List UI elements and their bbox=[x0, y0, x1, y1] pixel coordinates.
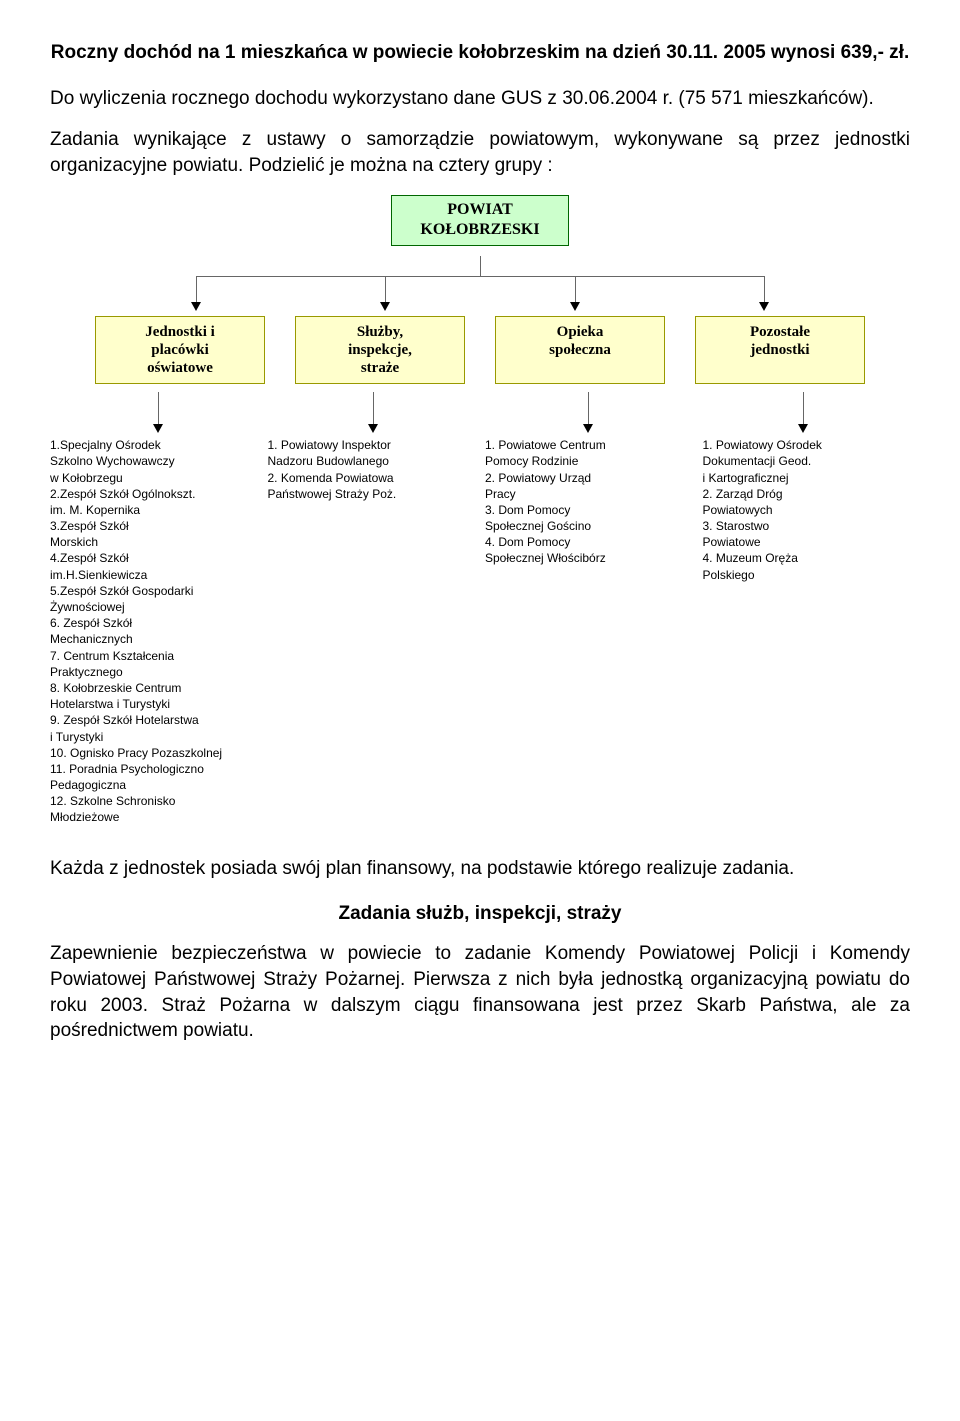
list-item: 4. Muzeum Oręża Polskiego bbox=[703, 550, 911, 582]
list-item: 4.Zespół Szkół im.H.Sienkiewicza bbox=[50, 550, 258, 582]
list-item: 10. Ognisko Pracy Pozaszkolnej bbox=[50, 745, 258, 761]
list-item: 7. Centrum Kształcenia Praktycznego bbox=[50, 648, 258, 680]
list-item: 4. Dom Pomocy Społecznej Włościbórz bbox=[485, 534, 693, 566]
list-item: 3. Starostwo Powiatowe bbox=[703, 518, 911, 550]
paragraph-3: Każda z jednostek posiada swój plan fina… bbox=[50, 856, 910, 882]
list-item: 5.Zespół Szkół Gospodarki Żywnościowej bbox=[50, 583, 258, 615]
list-column-3: 1. Powiatowe Centrum Pomocy Rodzinie2. P… bbox=[485, 437, 693, 826]
list-item: 1.Specjalny Ośrodek Szkolno Wychowawczy … bbox=[50, 437, 258, 486]
org-diagram: POWIAT KOŁOBRZESKI Jednostki i placówki … bbox=[50, 195, 910, 826]
diagram-connectors-top bbox=[50, 256, 910, 316]
list-item: 2. Zarząd Dróg Powiatowych bbox=[703, 486, 911, 518]
paragraph-2: Zadania wynikające z ustawy o samorządzi… bbox=[50, 127, 910, 178]
subheading: Zadania służb, inspekcji, straży bbox=[50, 903, 910, 925]
list-item: 2. Komenda Powiatowa Państwowej Straży P… bbox=[268, 470, 476, 502]
diagram-child-4: Pozostałe jednostki bbox=[695, 316, 865, 384]
list-item: 2. Powiatowy Urząd Pracy bbox=[485, 470, 693, 502]
list-item: 3. Dom Pomocy Społecznej Gościno bbox=[485, 502, 693, 534]
paragraph-1: Do wyliczenia rocznego dochodu wykorzyst… bbox=[50, 86, 910, 112]
list-item: 11. Poradnia Psychologiczno Pedagogiczna bbox=[50, 761, 258, 793]
list-item: 12. Szkolne Schronisko Młodzieżowe bbox=[50, 793, 258, 825]
diagram-child-3: Opieka społeczna bbox=[495, 316, 665, 384]
list-item: 1. Powiatowy Ośrodek Dokumentacji Geod. … bbox=[703, 437, 911, 486]
list-item: 9. Zespół Szkół Hotelarstwa i Turystyki bbox=[50, 712, 258, 744]
list-item: 1. Powiatowe Centrum Pomocy Rodzinie bbox=[485, 437, 693, 469]
diagram-child-row: Jednostki i placówki oświatowe Służby, i… bbox=[50, 316, 910, 384]
list-column-1: 1.Specjalny Ośrodek Szkolno Wychowawczy … bbox=[50, 437, 258, 826]
diagram-connectors-bottom bbox=[50, 392, 910, 437]
list-item: 6. Zespół Szkół Mechanicznych bbox=[50, 615, 258, 647]
list-column-2: 1. Powiatowy Inspektor Nadzoru Budowlane… bbox=[268, 437, 476, 826]
page-title: Roczny dochód na 1 mieszkańca w powiecie… bbox=[50, 40, 910, 66]
list-item: 1. Powiatowy Inspektor Nadzoru Budowlane… bbox=[268, 437, 476, 469]
list-item: 3.Zespół Szkół Morskich bbox=[50, 518, 258, 550]
paragraph-4: Zapewnienie bezpieczeństwa w powiecie to… bbox=[50, 941, 910, 1044]
diagram-child-2: Służby, inspekcje, straże bbox=[295, 316, 465, 384]
list-item: 2.Zespół Szkół Ogólnokszt. im. M. Kopern… bbox=[50, 486, 258, 518]
diagram-lists-row: 1.Specjalny Ośrodek Szkolno Wychowawczy … bbox=[50, 437, 910, 826]
list-column-4: 1. Powiatowy Ośrodek Dokumentacji Geod. … bbox=[703, 437, 911, 826]
list-item: 8. Kołobrzeskie Centrum Hotelarstwa i Tu… bbox=[50, 680, 258, 712]
diagram-child-1: Jednostki i placówki oświatowe bbox=[95, 316, 265, 384]
diagram-root-box: POWIAT KOŁOBRZESKI bbox=[391, 195, 568, 247]
